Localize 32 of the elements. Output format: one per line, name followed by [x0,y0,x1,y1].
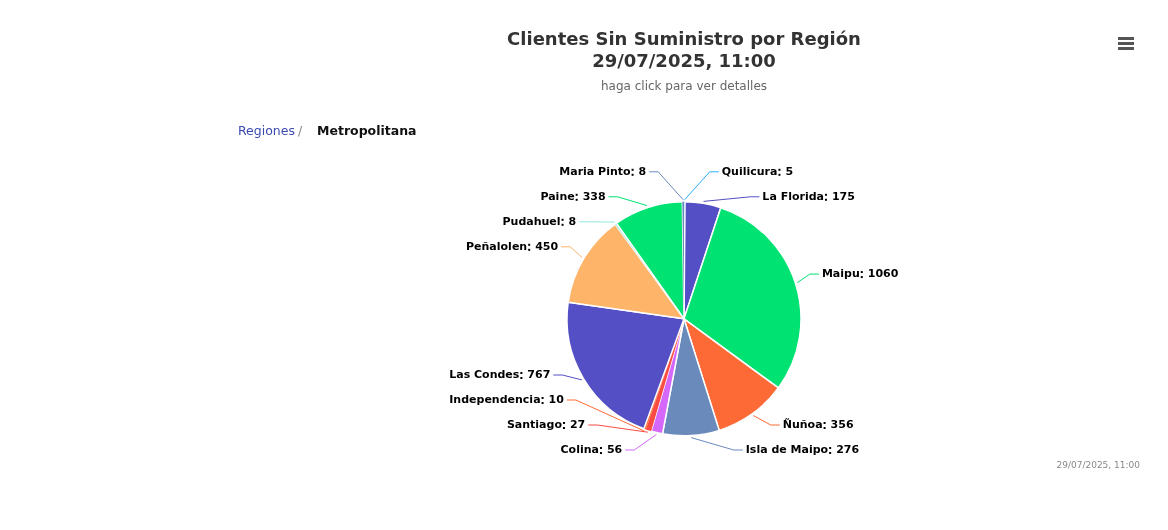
text: Regiones [238,123,295,138]
slice-label: Maipu [821,266,860,280]
data-label: 5 [785,164,794,178]
slice-label: Maria Pinto [559,164,632,178]
chart-subtitle: haga click para ver detalles [600,78,768,93]
slice-label: Santiago [506,417,563,431]
data-label: 8 [638,164,647,178]
data-label: 56 [606,442,623,456]
data-label: 450 [535,239,559,253]
data-label: 175 [831,189,855,203]
slice-label: La Florida [762,189,824,203]
text: / [298,123,303,138]
slice-label: Ñuñoa [782,417,823,431]
data-label: 27 [569,417,586,431]
data-label: 356 [830,417,854,431]
data-label: 1060 [867,266,899,280]
chart-title: Clientes Sin Suministro por Región 29/07/2025, 11:00 [507,28,861,72]
text: 29/07/2025, 11:00 [1056,460,1140,470]
slice-label: Quilicura [721,164,778,178]
slice-label: Colina [560,442,599,456]
data-label: 10 [548,392,565,406]
data-label: 8 [568,214,577,228]
text: Metropolitana [317,123,417,138]
slice-label: Peñalolen [466,239,528,253]
data-label: 276 [836,442,860,456]
slice-label: Las Condes [449,367,520,381]
slice-label: Pudahuel [502,214,561,228]
slice-label: Independencia [449,392,541,406]
data-label: 767 [527,367,551,381]
slice-label: Paine [540,189,575,203]
slice-label: Isla de Maipo [745,442,829,456]
data-label: 338 [582,189,606,203]
